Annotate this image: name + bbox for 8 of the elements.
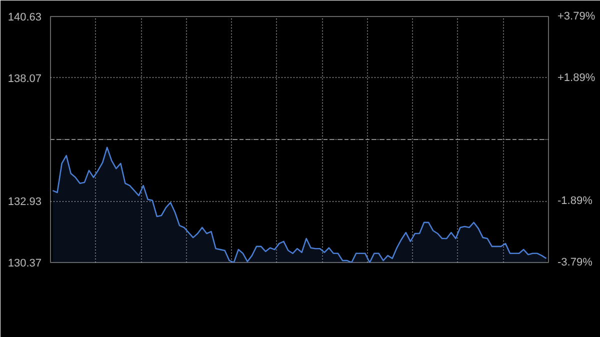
y2-tick-label: +1.89% xyxy=(558,72,596,84)
y-tick-label: 130.37 xyxy=(8,258,42,270)
y-tick-label: 140.63 xyxy=(8,12,42,24)
y2-tick-label: -3.79% xyxy=(558,256,593,268)
y2-tick-label: -1.89% xyxy=(558,194,593,207)
y2-tick-label: +3.79% xyxy=(558,10,596,22)
y-tick-label: 132.93 xyxy=(8,196,42,208)
y-tick-label: 138.07 xyxy=(8,72,42,85)
